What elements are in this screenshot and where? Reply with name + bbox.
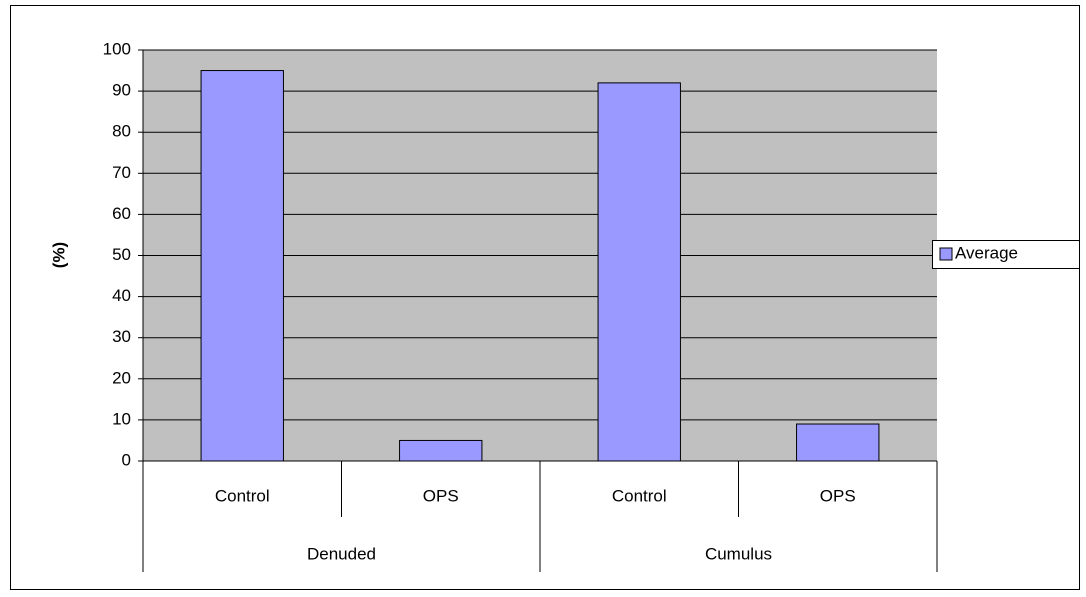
x-tick-label: Control [612, 486, 667, 505]
y-tick-label: 40 [112, 286, 131, 305]
y-tick-label: 20 [112, 368, 131, 387]
y-tick-label: 0 [122, 450, 131, 469]
bar [399, 439, 483, 462]
y-tick-label: 100 [103, 39, 131, 58]
legend-swatch [939, 247, 953, 261]
x-tick-label: OPS [423, 486, 459, 505]
y-tick-label: 70 [112, 163, 131, 182]
bar [597, 82, 681, 462]
group-label: Cumulus [705, 544, 772, 563]
legend-box [932, 240, 1080, 269]
y-tick-label: 90 [112, 81, 131, 100]
y-tick-label: 30 [112, 327, 131, 346]
y-tick-label: 80 [112, 122, 131, 141]
x-tick-label: Control [215, 486, 270, 505]
x-tick-label: OPS [820, 486, 856, 505]
group-label: Denuded [307, 544, 376, 563]
y-axis-title: (%) [49, 242, 68, 268]
y-tick-label: 10 [112, 409, 131, 428]
bar [796, 423, 880, 462]
bar [200, 70, 284, 462]
legend-label: Average [955, 243, 1018, 262]
y-tick-label: 60 [112, 204, 131, 223]
y-tick-label: 50 [112, 245, 131, 264]
